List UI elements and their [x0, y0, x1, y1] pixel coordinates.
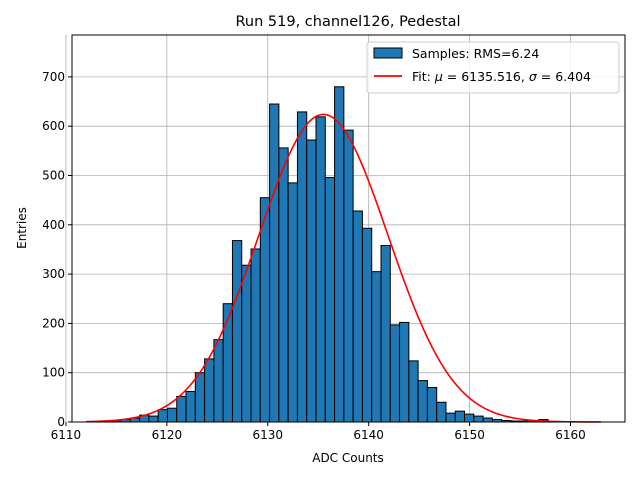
chart-title: Run 519, channel126, Pedestal [235, 14, 460, 30]
legend-samples-label: Samples: RMS=6.24 [412, 46, 539, 61]
legend-fit-mu: 6135.516 [461, 69, 521, 84]
histogram-bar [408, 360, 419, 423]
histogram-bar [464, 413, 475, 423]
histogram-bar [445, 412, 456, 423]
histogram-bar [371, 271, 382, 423]
histogram-bar [213, 339, 224, 423]
x-tick-label: 6140 [353, 428, 384, 442]
histogram-bar [343, 129, 354, 423]
y-tick-label: 100 [42, 366, 65, 380]
histogram-bar [250, 248, 261, 423]
x-tick-label: 6150 [454, 428, 485, 442]
histogram-bar [361, 227, 373, 423]
histogram-bar [204, 358, 215, 423]
histogram-bar [399, 321, 410, 423]
legend: Samples: RMS=6.24 Fit: μ = 6135.516, σ =… [366, 41, 620, 94]
y-tick-label: 600 [42, 119, 65, 133]
x-tick-label: 6110 [51, 428, 82, 442]
histogram-bar [166, 407, 178, 423]
x-tick-label: 6160 [555, 428, 586, 442]
histogram-bar [241, 264, 252, 423]
histogram-bar [334, 86, 345, 423]
y-tick-label: 700 [42, 70, 65, 84]
histogram-bars [92, 86, 549, 423]
histogram-bar [473, 415, 484, 423]
histogram-bar [324, 176, 336, 423]
histogram-bar [222, 303, 233, 423]
y-tick-label: 200 [42, 316, 65, 330]
histogram-bar [176, 395, 187, 423]
fit-curve [86, 113, 601, 423]
histogram-bar [287, 182, 298, 423]
histogram-bar [269, 103, 280, 423]
histogram-bar [259, 197, 271, 423]
histogram-bar [482, 417, 493, 423]
histogram-bar [454, 410, 466, 423]
x-tick-label: 6120 [152, 428, 183, 442]
histogram-bar [185, 390, 196, 423]
y-tick-label: 400 [42, 218, 65, 232]
histogram-bar [231, 240, 243, 423]
y-tick-label: 500 [42, 169, 65, 183]
histogram-bar [315, 116, 326, 423]
histogram-bar [278, 147, 289, 423]
histogram-bar [417, 380, 428, 423]
legend-box [366, 41, 620, 94]
histogram-bar [389, 324, 401, 423]
histogram-bar [436, 401, 447, 423]
y-axis-ticks: 0 100 200 300 400 500 600 700 [42, 70, 72, 429]
x-axis-label: ADC Counts [312, 451, 384, 465]
legend-fit-label: Fit: μ = 6135.516, σ = 6.404 [412, 69, 591, 84]
y-tick-label: 0 [57, 415, 65, 429]
histogram-bar [148, 415, 159, 423]
x-tick-label: 6130 [252, 428, 283, 442]
x-axis-ticks: 6110 6120 6130 6140 6150 6160 [51, 422, 586, 442]
histogram-bar [296, 111, 308, 423]
y-tick-label: 300 [42, 267, 65, 281]
histogram-bar [306, 139, 317, 423]
plot-frame [71, 34, 626, 423]
legend-bar-swatch [373, 47, 403, 59]
y-axis-label: Entries [15, 207, 29, 249]
histogram-bar [426, 386, 438, 423]
legend-fit-prefix: Fit: [412, 69, 435, 84]
histogram-bar [194, 372, 206, 423]
histogram-bar [157, 409, 168, 423]
legend-fit-sigma: 6.404 [555, 69, 591, 84]
histogram-bar [380, 245, 391, 423]
histogram-bar [352, 210, 363, 423]
